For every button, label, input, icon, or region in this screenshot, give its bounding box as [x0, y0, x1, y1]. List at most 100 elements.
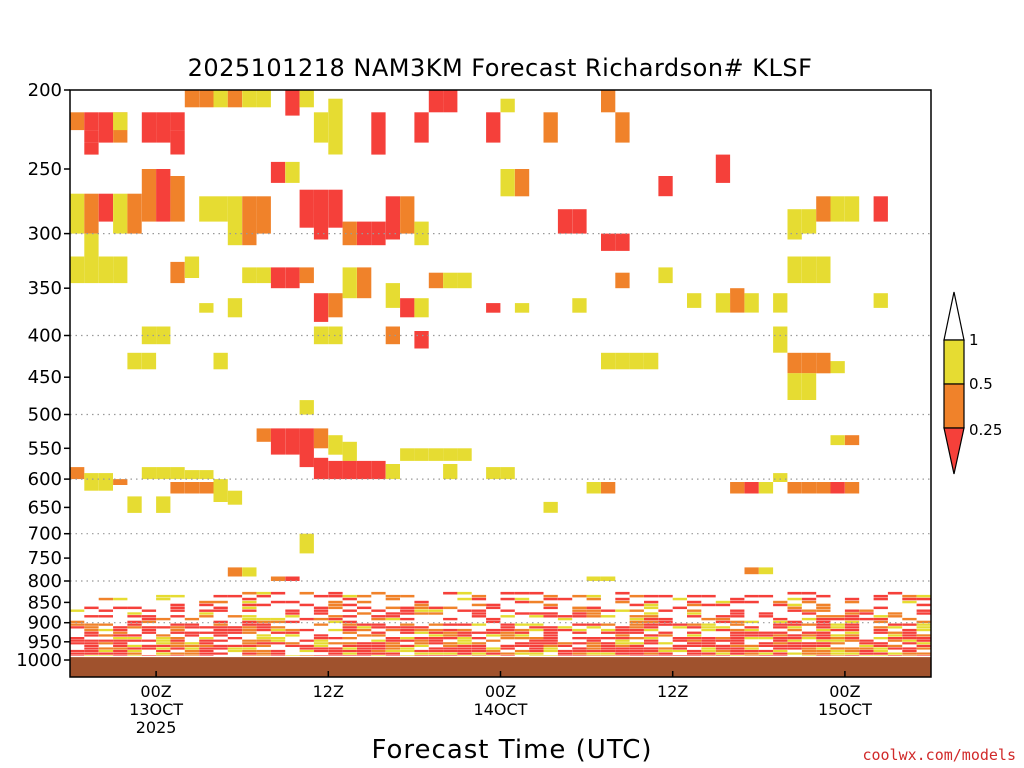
ri-cell-low	[342, 649, 357, 653]
ri-cell-low	[902, 652, 917, 655]
ri-cell	[443, 464, 458, 480]
ri-cell-low	[844, 609, 860, 612]
ri-cell	[787, 373, 802, 400]
ri-cell-low	[184, 644, 200, 647]
ri-cell-low	[443, 647, 458, 650]
ri-cell-low	[787, 591, 802, 595]
ri-cell-low	[787, 626, 802, 629]
ri-cell-low	[916, 609, 931, 612]
ri-cell	[514, 303, 530, 313]
ri-cell-low	[557, 642, 573, 645]
ri-cell-low	[801, 600, 817, 604]
ri-cell-low	[873, 637, 888, 640]
ri-cell	[199, 196, 214, 222]
ri-cell	[141, 467, 157, 480]
ri-cell-low	[500, 647, 515, 650]
ri-cell-low	[213, 594, 228, 598]
ri-cell-low	[529, 649, 544, 653]
ri-cell-low	[500, 591, 515, 595]
ri-cell-low	[615, 597, 630, 601]
ri-cell-low	[816, 631, 831, 634]
ri-cell-low	[744, 631, 759, 634]
ri-cell-low	[887, 637, 903, 640]
ri-cell-low	[313, 637, 329, 640]
ri-cell	[486, 303, 501, 313]
ri-cell-low	[428, 634, 444, 637]
ri-cell-low	[787, 628, 802, 632]
ri-cell	[601, 352, 616, 370]
ri-cell-low	[299, 628, 314, 632]
ri-cell-low	[371, 634, 386, 637]
ri-cell-low	[658, 634, 673, 637]
ri-cell-low	[313, 647, 329, 650]
ri-cell-low	[586, 594, 601, 598]
ri-cell-low	[715, 617, 731, 621]
ri-cell-low	[170, 647, 185, 650]
ri-cell	[227, 90, 243, 108]
ri-cell-low	[887, 623, 903, 626]
ri-cell	[601, 482, 616, 494]
ri-cell	[313, 326, 329, 345]
x-axis-label: Forecast Time (UTC)	[371, 735, 652, 765]
ri-cell-low	[342, 594, 357, 598]
ri-cell-low	[428, 652, 444, 655]
ri-cell	[385, 326, 400, 345]
ri-cell-low	[830, 617, 845, 621]
ri-cell-low	[701, 594, 716, 598]
ri-cell	[816, 352, 831, 374]
ri-cell-low	[887, 631, 903, 634]
ri-cell-low	[242, 647, 257, 650]
ri-cell	[730, 482, 745, 494]
ri-cell-low	[687, 600, 702, 604]
ri-cell-low	[572, 628, 587, 632]
ri-cell-low	[758, 652, 774, 655]
ri-cell-low	[457, 623, 472, 626]
ri-cell-low	[371, 609, 386, 612]
ri-cell	[156, 169, 171, 222]
ri-cell-low	[629, 644, 644, 647]
ri-cell-low	[486, 647, 501, 650]
credit-text[interactable]: coolwx.com/models	[862, 746, 1016, 764]
ri-cell-low	[830, 642, 845, 645]
ri-cell-low	[270, 649, 286, 653]
ri-cell-low	[98, 615, 113, 618]
ri-cell-low	[816, 609, 831, 612]
ri-cell-low	[141, 620, 157, 624]
ri-cell-low	[213, 644, 228, 647]
ri-cell-low	[414, 639, 429, 642]
ri-cell-low	[873, 617, 888, 621]
ri-cell	[816, 196, 831, 222]
ri-cell-low	[816, 649, 831, 653]
ri-cell-low	[787, 639, 802, 642]
ri-cell	[615, 233, 630, 251]
ri-cell-low	[256, 617, 271, 621]
ri-cell	[844, 435, 860, 446]
ri-cell-low	[400, 647, 415, 650]
ri-cell-low	[586, 612, 601, 615]
ri-cell	[328, 98, 343, 155]
ri-cell-low	[371, 642, 386, 645]
ri-cell-low	[486, 652, 501, 655]
ri-cell	[371, 460, 386, 480]
ri-cell	[801, 209, 817, 234]
ri-cell-low	[486, 620, 501, 624]
ri-cell-low	[529, 652, 544, 655]
ri-cell-low	[428, 637, 444, 640]
ri-cell-low	[658, 649, 673, 653]
ri-cell	[213, 479, 228, 502]
ri-cell-low	[270, 628, 286, 632]
ri-cell-low	[902, 600, 917, 604]
ri-cell-low	[414, 609, 429, 612]
ri-cell-low	[644, 615, 659, 618]
ri-cell-low	[170, 631, 185, 634]
ri-cell	[357, 221, 372, 246]
ri-cell-low	[285, 642, 300, 645]
ri-cell-low	[256, 642, 271, 645]
ri-cell-low	[586, 606, 601, 610]
ri-cell-low	[127, 634, 142, 637]
ri-cell-low	[902, 628, 917, 632]
ri-cell-low	[844, 617, 860, 621]
ri-cell-low	[744, 628, 759, 632]
ri-cell-low	[672, 639, 687, 642]
ri-cell-low	[787, 603, 802, 607]
